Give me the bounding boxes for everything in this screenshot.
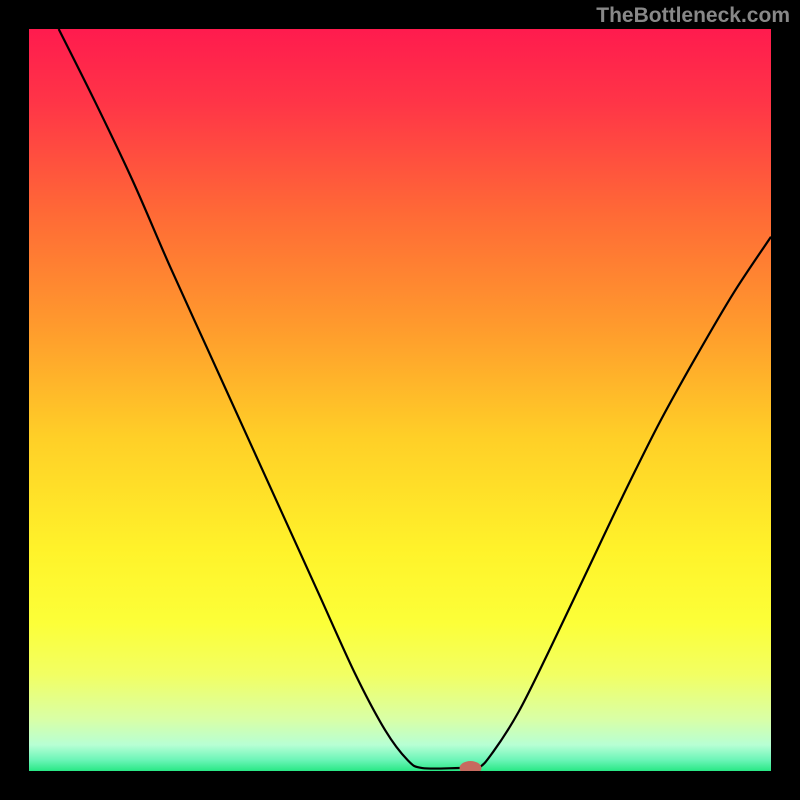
- gradient-background: [29, 29, 771, 771]
- watermark-text: TheBottleneck.com: [596, 4, 790, 28]
- chart-container: TheBottleneck.com: [0, 0, 800, 800]
- plot-area: [29, 29, 771, 771]
- chart-svg: [29, 29, 771, 771]
